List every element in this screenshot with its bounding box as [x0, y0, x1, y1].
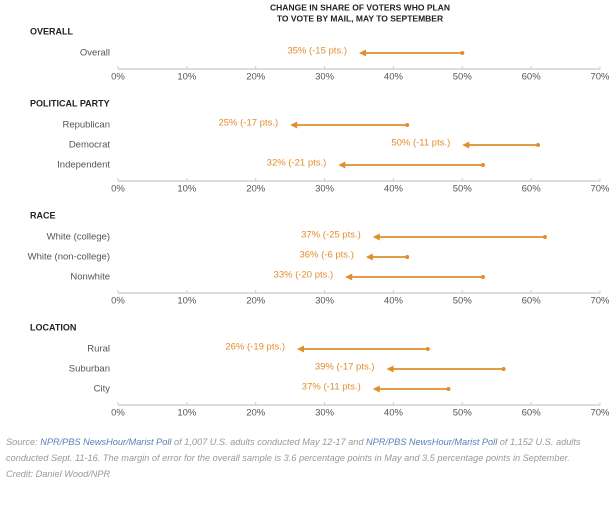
x-tick-label: 60% [522, 296, 542, 307]
value-label: 32% (-21 pts.) [267, 158, 327, 169]
x-tick-label: 10% [177, 408, 197, 419]
start-dot [405, 123, 410, 127]
start-dot [480, 163, 485, 167]
x-tick-label: 70% [590, 408, 610, 419]
x-tick-label: 50% [453, 72, 473, 83]
x-tick-label: 10% [177, 184, 197, 195]
start-dot [446, 387, 451, 391]
category-label: Democrat [69, 140, 111, 151]
x-tick-label: 40% [384, 408, 404, 419]
arrowhead [345, 273, 353, 281]
chart-title: TO VOTE BY MAIL, MAY TO SEPTEMBER [277, 13, 443, 23]
value-label: 39% (-17 pts.) [315, 362, 375, 373]
source-text: Source: [6, 437, 41, 447]
x-tick-label: 30% [315, 72, 335, 83]
panel-title: RACE [30, 210, 56, 220]
source-link[interactable]: NPR/PBS NewsHour/Marist Poll [40, 437, 172, 447]
value-label: 50% (-11 pts.) [391, 138, 450, 149]
source-note: Source: NPR/PBS NewsHour/Marist Poll of … [6, 434, 606, 466]
source-text: of 1,152 U.S. adults conducted Sept. 11-… [6, 437, 581, 463]
value-label: 26% (-19 pts.) [225, 342, 285, 353]
panel-title: POLITICAL PARTY [30, 98, 110, 108]
x-tick-label: 50% [453, 184, 473, 195]
arrowhead [290, 121, 298, 129]
x-tick-label: 0% [111, 184, 125, 195]
x-tick-label: 0% [111, 72, 125, 83]
x-tick-label: 40% [384, 296, 404, 307]
x-tick-label: 50% [453, 296, 473, 307]
x-tick-label: 30% [315, 184, 335, 195]
x-tick-label: 10% [177, 72, 197, 83]
category-label: White (college) [47, 232, 110, 243]
x-tick-label: 30% [315, 296, 335, 307]
source-text: of 1,007 U.S. adults conducted May 12-17… [171, 437, 367, 447]
category-label: Independent [57, 160, 110, 171]
x-tick-label: 30% [315, 408, 335, 419]
start-dot [425, 347, 430, 351]
start-dot [542, 235, 547, 239]
x-tick-label: 70% [590, 184, 610, 195]
arrowhead [359, 49, 366, 57]
x-tick-label: 20% [246, 184, 266, 195]
x-tick-label: 0% [111, 408, 125, 419]
value-label: 37% (-25 pts.) [301, 230, 361, 241]
start-dot [460, 51, 465, 55]
x-tick-label: 10% [177, 296, 197, 307]
arrowhead [365, 253, 373, 261]
value-label: 25% (-17 pts.) [218, 118, 278, 129]
category-label: Rural [87, 344, 110, 355]
category-label: Overall [80, 48, 110, 59]
category-label: White (non-college) [28, 252, 110, 263]
value-label: 33% (-20 pts.) [274, 270, 334, 281]
category-label: City [94, 384, 111, 395]
start-dot [480, 275, 485, 279]
x-tick-label: 60% [522, 408, 542, 419]
start-dot [501, 367, 506, 371]
start-dot [405, 255, 410, 259]
x-tick-label: 50% [453, 408, 473, 419]
arrowhead [372, 385, 380, 393]
source-link[interactable]: NPR/PBS NewsHour/Marist Poll [366, 437, 498, 447]
value-label: 36% (-6 pts.) [299, 250, 353, 261]
value-label: 37% (-11 pts.) [302, 382, 361, 393]
arrowhead [462, 141, 470, 149]
panel-title: OVERALL [30, 26, 74, 36]
x-tick-label: 60% [522, 72, 542, 83]
x-tick-label: 20% [246, 296, 266, 307]
x-tick-label: 40% [384, 184, 404, 195]
panel-title: LOCATION [30, 322, 76, 332]
category-label: Nonwhite [70, 272, 110, 283]
category-label: Republican [62, 120, 110, 131]
chart-title: CHANGE IN SHARE OF VOTERS WHO PLAN [270, 2, 450, 12]
x-tick-label: 20% [246, 72, 266, 83]
x-tick-label: 60% [522, 184, 542, 195]
start-dot [536, 143, 541, 147]
arrowhead [338, 161, 346, 169]
x-tick-label: 0% [111, 296, 125, 307]
x-tick-label: 70% [590, 296, 610, 307]
arrowhead [372, 233, 380, 241]
arrowhead [297, 345, 305, 353]
value-label: 35% (-15 pts.) [287, 46, 347, 57]
x-tick-label: 40% [384, 72, 404, 83]
category-label: Suburban [69, 364, 110, 375]
credit: Credit: Daniel Wood/NPR [6, 469, 111, 479]
footer: Source: NPR/PBS NewsHour/Marist Poll of … [6, 434, 606, 482]
x-tick-label: 20% [246, 408, 266, 419]
arrowhead [386, 365, 394, 373]
x-tick-label: 70% [590, 72, 610, 83]
